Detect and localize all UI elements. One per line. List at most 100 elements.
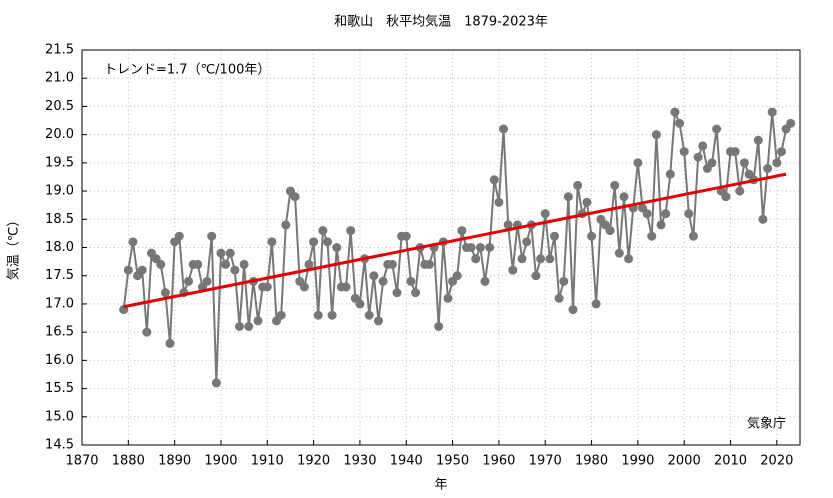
data-point [304, 259, 314, 269]
data-point [401, 231, 411, 241]
data-point [776, 147, 786, 157]
data-point [392, 288, 402, 298]
x-tick-label: 2020 [760, 454, 793, 469]
data-point [341, 282, 351, 292]
data-point [605, 226, 615, 236]
data-point [216, 248, 226, 258]
data-point [443, 293, 453, 303]
y-tick-label: 16.5 [45, 325, 74, 340]
data-point [332, 243, 342, 252]
data-point [373, 316, 383, 326]
data-point [355, 299, 365, 309]
data-point [378, 276, 388, 286]
data-point [364, 310, 374, 320]
data-point [698, 141, 708, 151]
data-point [647, 231, 657, 241]
trend-line [123, 172, 787, 309]
data-point [549, 231, 559, 241]
x-tick-label: 2010 [714, 454, 747, 469]
y-tick-label: 17.0 [45, 296, 74, 311]
data-point [327, 310, 337, 320]
data-point [253, 316, 263, 326]
data-point [262, 282, 272, 292]
data-point [767, 107, 777, 117]
x-tick-label: 1900 [204, 454, 237, 469]
data-point [244, 322, 254, 331]
data-point [494, 197, 504, 207]
data-point [230, 265, 240, 275]
data-point [656, 220, 666, 230]
trend-annotation: トレンド=1.7（℃/100年） [104, 63, 270, 78]
data-point [540, 209, 550, 219]
data-point [642, 209, 652, 219]
data-point [665, 169, 675, 179]
data-point [531, 271, 541, 281]
data-point [276, 310, 286, 320]
x-tick-label: 1880 [112, 454, 145, 469]
data-point [587, 231, 597, 241]
x-axis-label: 年 [434, 478, 447, 493]
data-point [670, 107, 680, 117]
x-tick-label: 1910 [251, 454, 284, 469]
data-point [225, 248, 235, 258]
data-point [517, 254, 527, 264]
data-point [174, 231, 184, 241]
data-point [211, 378, 221, 388]
data-point [503, 220, 513, 230]
data-point [763, 164, 773, 173]
data-point [369, 271, 379, 281]
data-point [239, 259, 249, 269]
data-point [156, 259, 166, 269]
y-tick-label: 20.5 [45, 99, 74, 114]
chart-title: 和歌山 秋平均気温 1879-2023年 [334, 14, 548, 30]
data-point [679, 147, 689, 157]
data-point [753, 135, 763, 145]
y-tick-label: 18.0 [45, 240, 74, 255]
data-point [485, 243, 495, 252]
data-point [123, 265, 133, 275]
data-point [434, 322, 444, 331]
y-tick-label: 19.5 [45, 155, 74, 170]
data-point [137, 265, 147, 275]
data-point [221, 259, 231, 269]
data-point [406, 276, 416, 286]
x-tick-label: 1990 [621, 454, 654, 469]
y-tick-label: 19.0 [45, 184, 74, 199]
data-point [573, 180, 583, 190]
y-axis-label: 気温（℃） [6, 214, 22, 281]
y-tick-label: 21.5 [45, 43, 74, 58]
plot-frame [81, 49, 801, 446]
data-point [452, 271, 462, 281]
data-point [318, 226, 328, 236]
data-point [142, 327, 152, 337]
data-point [786, 118, 796, 128]
data-point [624, 254, 634, 264]
data-point [633, 158, 643, 168]
data-point [545, 254, 555, 264]
y-tick-label: 20.0 [45, 127, 74, 142]
data-point [684, 209, 694, 219]
x-tick-label: 1890 [158, 454, 191, 469]
data-point [346, 226, 356, 236]
data-point [480, 276, 490, 286]
data-point [323, 237, 333, 247]
data-point [758, 214, 768, 224]
data-point [165, 338, 175, 348]
y-tick-label: 14.5 [45, 438, 74, 453]
x-tick-label: 1920 [297, 454, 330, 469]
data-point [489, 175, 499, 185]
data-point [522, 237, 532, 247]
data-point [582, 197, 592, 207]
data-point [387, 259, 397, 269]
x-tick-label: 1930 [343, 454, 376, 469]
data-point [475, 243, 485, 252]
data-point [661, 209, 671, 219]
x-tick-label: 1960 [482, 454, 515, 469]
data-point [290, 192, 300, 202]
data-point [313, 310, 323, 320]
data-point [563, 192, 573, 202]
data-point [234, 322, 244, 331]
data-point [466, 243, 476, 252]
y-tick-label: 21.0 [45, 71, 74, 86]
